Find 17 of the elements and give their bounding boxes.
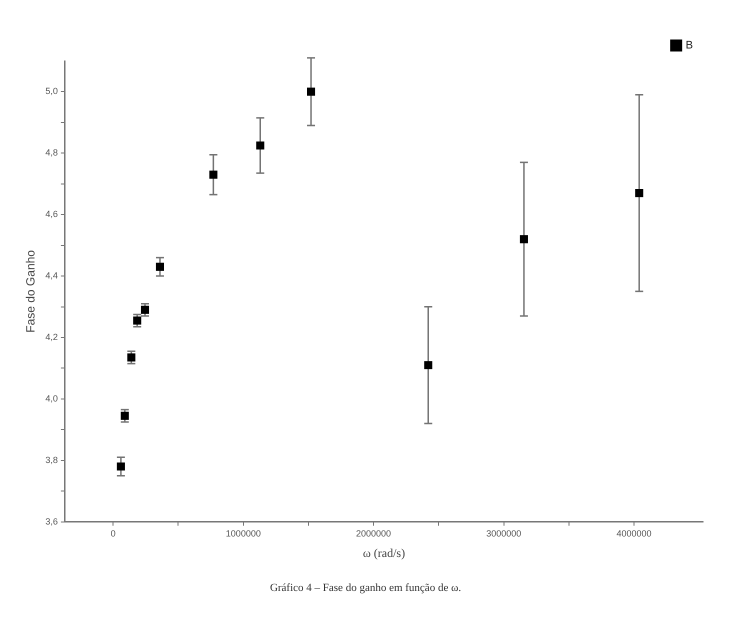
x-tick-label: 4000000: [616, 528, 652, 539]
text: Gráfico 4 – Fase do ganho em função de ω.: [268, 582, 462, 594]
x-tick-label: 3000000: [486, 528, 522, 539]
y-tick-label: 4,8: [45, 148, 58, 158]
y-tick-label: 5,0: [45, 86, 58, 96]
y-tick-label: 4,2: [45, 332, 58, 342]
y-tick-label: 3,6: [45, 516, 58, 526]
x-tick-label: 1000000: [226, 528, 261, 539]
x-tick-label: 2000000: [356, 528, 392, 539]
y-axis-title: Fase do Ganho: [24, 250, 38, 333]
y-tick-label: 4,0: [45, 393, 58, 404]
x-tick-label: 0: [110, 528, 116, 539]
y-tick-label: 4,4: [45, 270, 58, 281]
legend-label: B: [686, 40, 694, 52]
x-axis-title: ω (rad/s): [362, 546, 406, 560]
y-tick-label: 4,6: [45, 209, 58, 220]
y-tick-label: 3,8: [45, 454, 58, 465]
